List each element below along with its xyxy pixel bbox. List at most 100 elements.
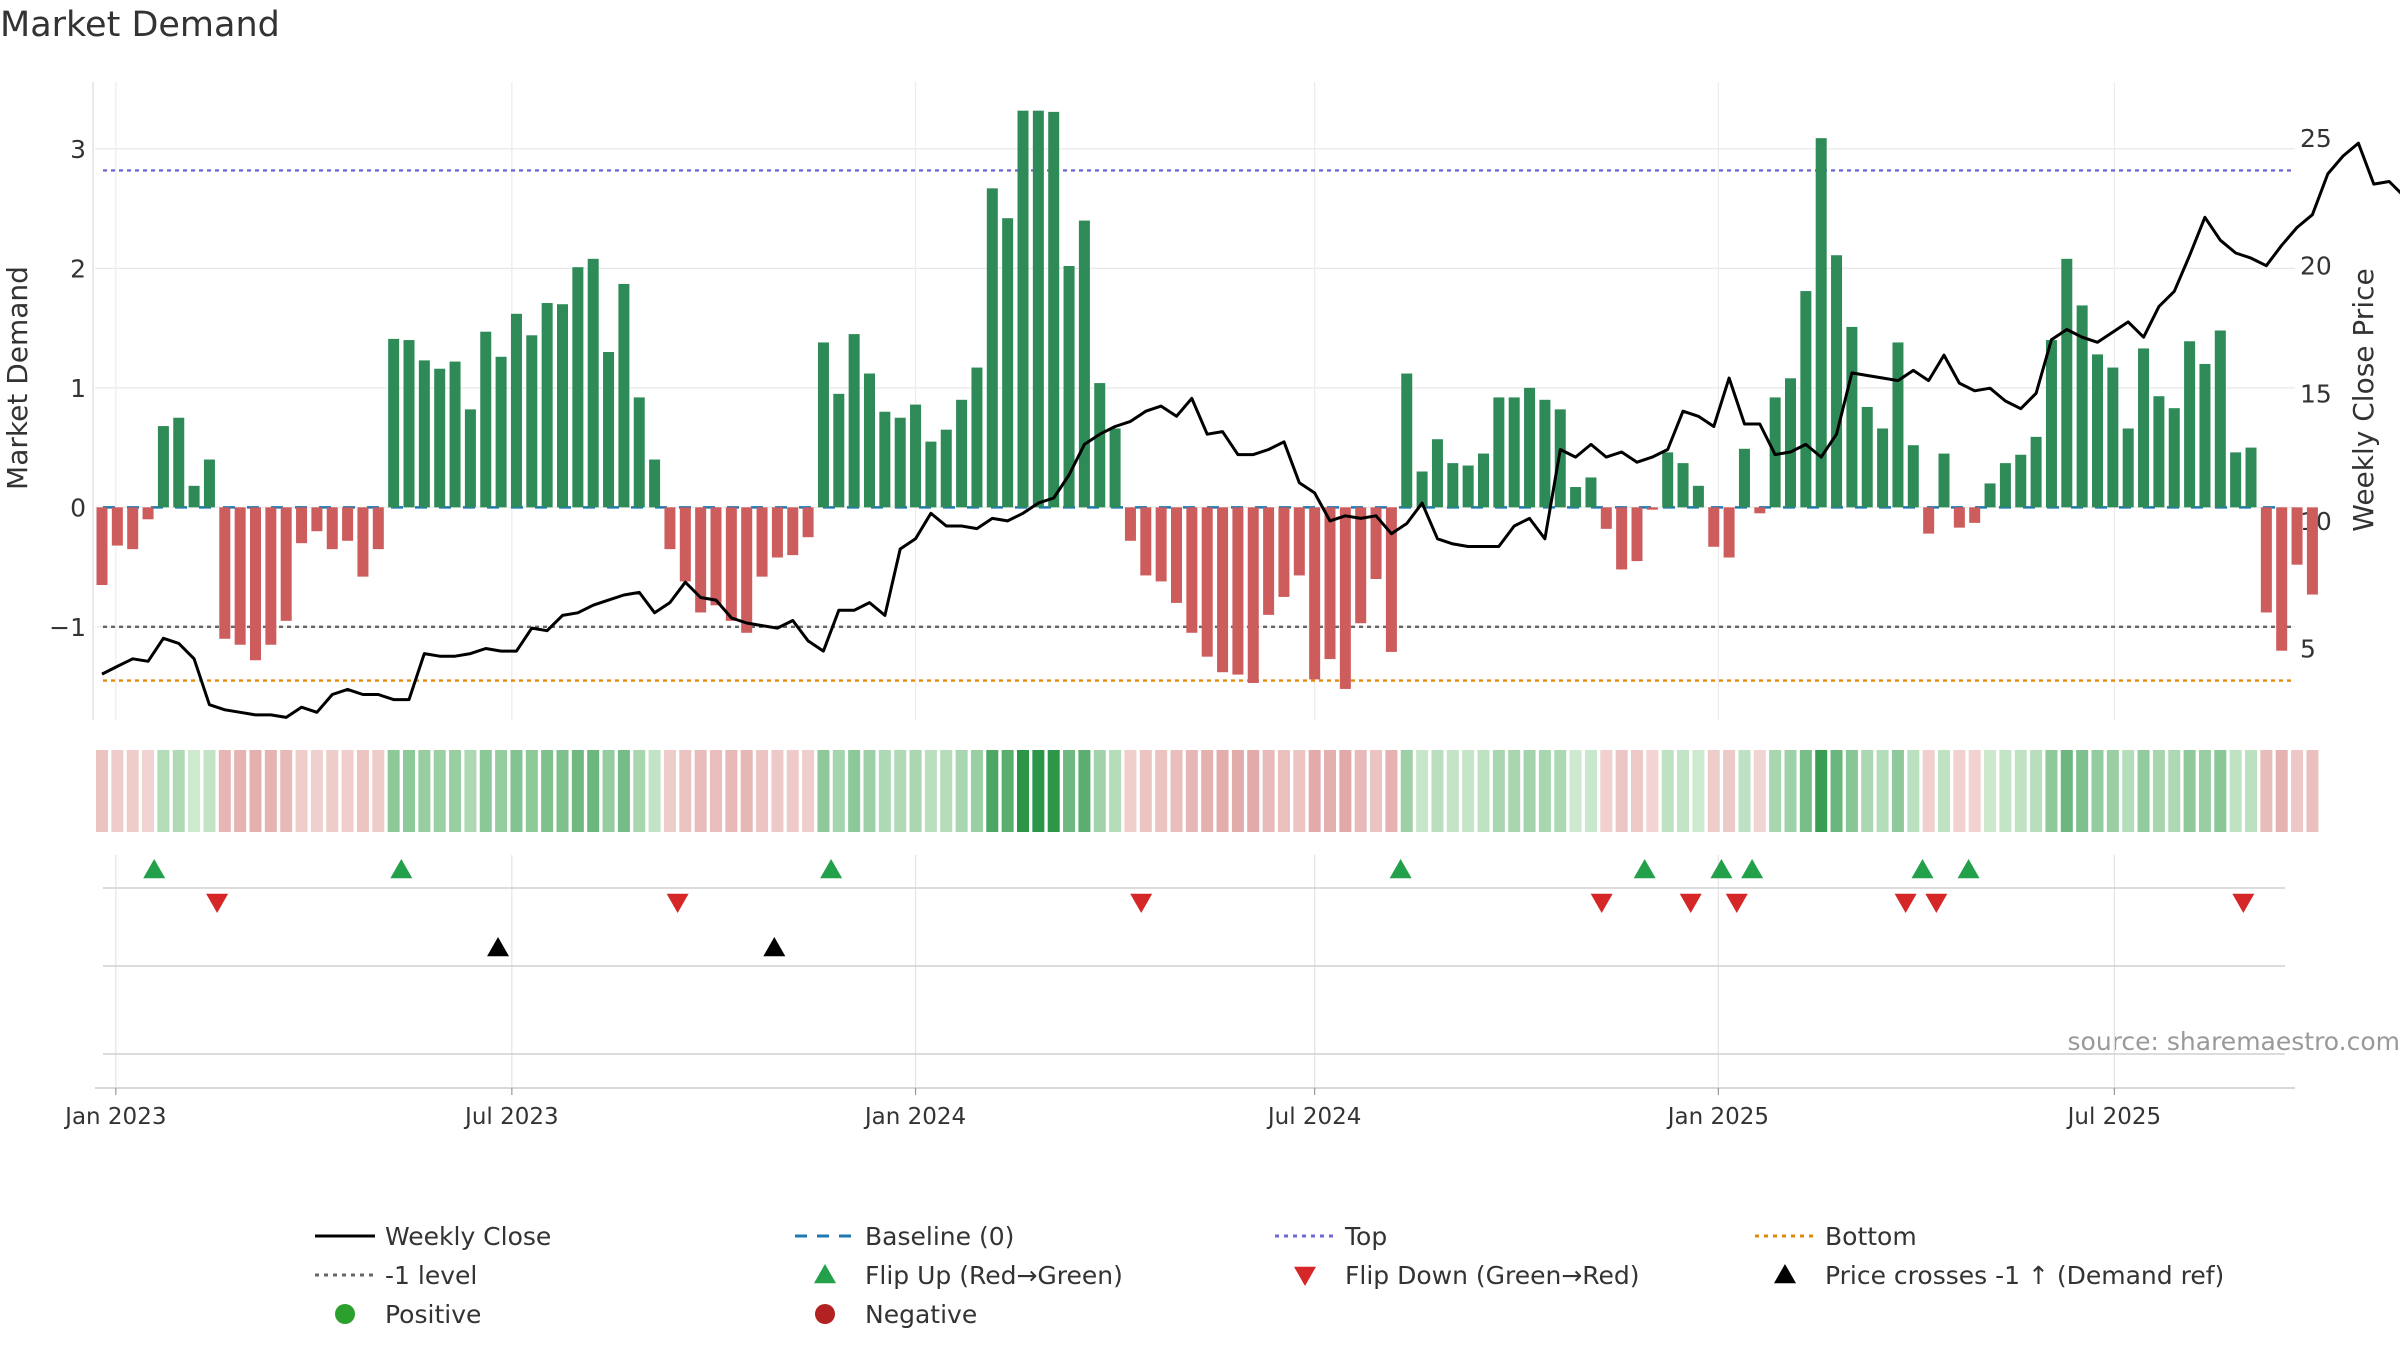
demand-bar (1585, 477, 1597, 508)
heat-cell (1861, 750, 1874, 832)
heat-cell (387, 750, 400, 832)
price-series (101, 141, 2400, 719)
demand-bar (388, 338, 400, 508)
heat-cell (1845, 750, 1858, 832)
demand-bar (2168, 408, 2180, 508)
demand-bar (464, 409, 476, 508)
legend-label: Price crosses -1 ↑ (Demand ref) (1825, 1261, 2224, 1290)
chart-title: Market Demand (0, 5, 280, 45)
heat-cell (940, 750, 953, 832)
heat-cell (157, 750, 170, 832)
axes: −1 0 1 2 3 Jan 2023 Jul 2023 Jan 2024 Jul 2024 Ja… (49, 82, 2332, 1130)
heat-cell (2152, 750, 2165, 832)
heat-cell (1155, 750, 1168, 832)
demand-bar (910, 404, 922, 508)
demand-bar (280, 507, 292, 621)
heat-cell (1170, 750, 1183, 832)
demand-bar (1447, 463, 1459, 508)
flip-down-marker (666, 893, 689, 913)
heat-cell (1093, 750, 1106, 832)
heat-cell (848, 750, 861, 832)
heat-cell (2291, 750, 2304, 832)
demand-bar (1017, 110, 1029, 508)
demand-bar (1953, 507, 1965, 528)
flip-up-marker (1389, 859, 1412, 879)
demand-bar (1048, 111, 1060, 508)
heat-cell (203, 750, 216, 832)
heat-cell (1001, 750, 1014, 832)
heat-cell (2122, 750, 2135, 832)
heat-cell (1446, 750, 1459, 832)
demand-bar (1708, 507, 1720, 547)
demand-bar (1524, 387, 1536, 508)
demand-bar (1339, 507, 1351, 689)
heat-cell (172, 750, 185, 832)
heat-cell (1201, 750, 1214, 832)
heat-cell (326, 750, 339, 832)
x-tick-label: Jan 2024 (863, 1104, 966, 1130)
heat-cell (1891, 750, 1904, 832)
heat-cell (1231, 750, 1244, 832)
demand-bar (1631, 507, 1643, 562)
flip-up-marker (143, 859, 166, 879)
demand-bar (1692, 485, 1704, 508)
heat-cell (234, 750, 247, 832)
heat-cell (1907, 750, 1920, 832)
heat-cell (1984, 750, 1997, 832)
heat-cell (556, 750, 569, 832)
heat-cell (1769, 750, 1782, 832)
heat-cell (541, 750, 554, 832)
heat-cell (218, 750, 231, 832)
heat-cell (1523, 750, 1536, 832)
heat-cell (1661, 750, 1674, 832)
demand-bar (833, 393, 845, 508)
demand-bar (1508, 397, 1520, 508)
y-right-tick-label: 15 (2300, 379, 2332, 408)
legend-label: Positive (385, 1300, 481, 1329)
y-left-tick-label: 2 (70, 254, 86, 283)
demand-bar (2276, 507, 2288, 651)
heat-cell (832, 750, 845, 832)
y-right-tick-label: 20 (2300, 252, 2332, 281)
heat-cell (495, 750, 508, 832)
heat-cell (771, 750, 784, 832)
demand-bar (1002, 218, 1014, 508)
demand-bar (618, 283, 630, 508)
heat-cell (1063, 750, 1076, 832)
demand-bar (1539, 399, 1551, 508)
demand-bar (2306, 507, 2318, 595)
heat-cell (280, 750, 293, 832)
grid (95, 82, 2295, 1090)
heat-cell (1723, 750, 1736, 832)
demand-bar (1600, 507, 1612, 529)
legend-label: -1 level (385, 1261, 477, 1290)
demand-bar (173, 417, 185, 508)
demand-bar (510, 313, 522, 508)
demand-bar (1831, 255, 1843, 508)
demand-bar (848, 334, 860, 508)
demand-bar (1478, 453, 1489, 508)
heat-cell (2091, 750, 2104, 832)
heat-cell (1139, 750, 1152, 832)
legend-label: Negative (865, 1300, 977, 1329)
heat-cell (1538, 750, 1551, 832)
heat-cell (617, 750, 630, 832)
demand-bar (1877, 428, 1889, 508)
heat-cell (1569, 750, 1582, 832)
heat-cell (2030, 750, 2043, 832)
heat-cell (863, 750, 876, 832)
legend-item: Positive (335, 1300, 481, 1329)
heat-cell (1692, 750, 1705, 832)
demand-bars (96, 110, 2318, 689)
heat-cell (1308, 750, 1321, 832)
demand-bar (756, 507, 768, 577)
demand-bar (311, 507, 323, 532)
heat-cell (924, 750, 937, 832)
heat-cell (2168, 750, 2181, 832)
heat-cell (1124, 750, 1137, 832)
x-tick-label: Jul 2023 (463, 1104, 559, 1130)
flip-up-marker (1957, 859, 1980, 879)
demand-bar (2138, 348, 2150, 508)
demand-bar (1462, 465, 1474, 508)
heat-cell (1584, 750, 1597, 832)
